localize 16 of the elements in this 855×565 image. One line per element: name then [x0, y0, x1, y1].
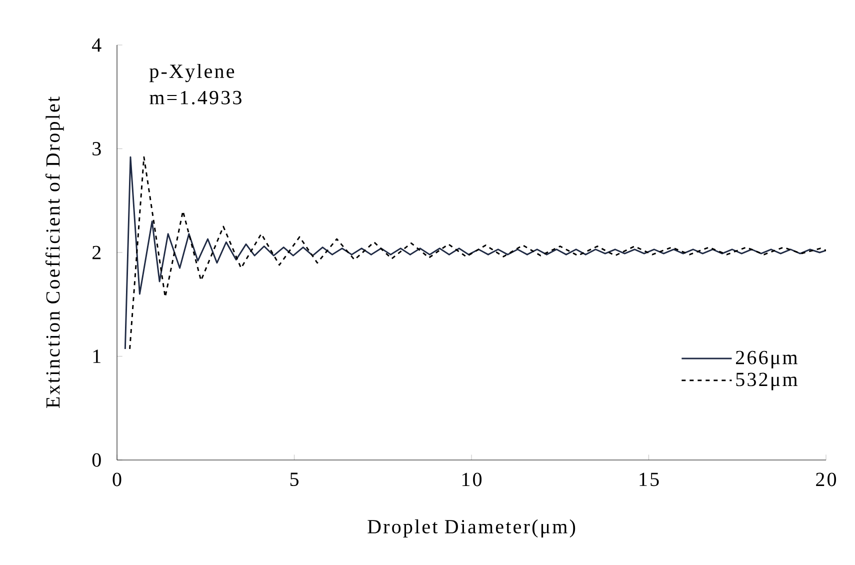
y-tick-label: 2: [92, 246, 101, 260]
y-tick-label: 3: [92, 142, 101, 156]
x-tick-label: 10: [462, 472, 482, 486]
annotation: m=1.4933: [150, 90, 242, 104]
x-tick-label: 15: [640, 472, 659, 486]
y-tick-label: 0: [92, 453, 101, 467]
y-tick-label: 4: [92, 38, 102, 52]
x-tick-label: 20: [816, 472, 836, 486]
annotation: p-Xylene: [149, 64, 234, 82]
x-tick-label: 0: [112, 472, 122, 486]
legend-label: 532μm: [736, 372, 798, 390]
y-tick-label: 1: [93, 350, 100, 363]
legend-label: 266μm: [736, 350, 798, 368]
x-axis-title: Droplet Diameter(μm): [368, 519, 576, 538]
y-axis-title: Extinction Coefficient of Droplet: [45, 96, 64, 408]
x-tick-label: 5: [290, 472, 298, 486]
